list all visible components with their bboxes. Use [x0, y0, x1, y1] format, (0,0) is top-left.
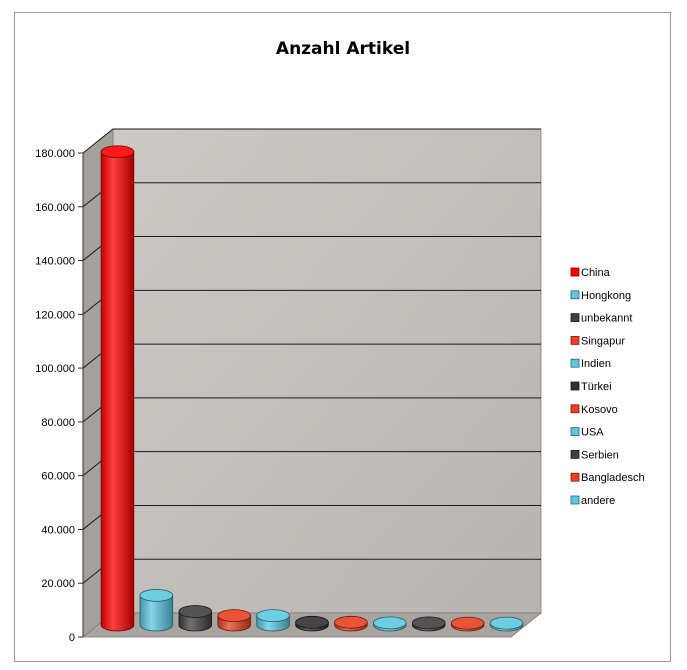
legend-label: Türkei: [581, 381, 612, 393]
legend-item: Serbien: [570, 449, 619, 461]
bar-body: [139, 595, 174, 632]
bar-china: [100, 145, 135, 632]
bar-indien: [256, 609, 290, 632]
chart-walls: [81, 128, 543, 638]
bar-serbien: [411, 616, 446, 632]
bar-bangladesch: [450, 616, 485, 632]
gridline-side: [82, 128, 114, 154]
bar-t-rkei: [295, 615, 329, 632]
bar-andere: [489, 616, 524, 632]
legend-swatch: [570, 381, 580, 391]
bar-unbekannt: [178, 605, 213, 632]
legend-label: Indien: [581, 358, 611, 370]
legend-label: China: [581, 267, 611, 279]
bar-kosovo: [334, 615, 368, 632]
bar-top: [411, 616, 446, 630]
chart-frame: Anzahl Artikel 0 20.000 40.000 60.000 80.000…: [14, 12, 671, 662]
legend-item: unbekannt: [570, 313, 632, 325]
legend-item: Bangladesch: [570, 472, 645, 484]
legend-swatch: [570, 427, 580, 437]
bar-singapur: [217, 609, 251, 632]
legend-label: Bangladesch: [581, 472, 645, 484]
legend-swatch: [570, 313, 580, 323]
legend-swatch: [570, 335, 580, 345]
y-tick-label: 160.000: [35, 202, 75, 214]
bar-body: [100, 151, 135, 632]
legend-item: Kosovo: [570, 404, 618, 416]
legend-swatch: [570, 358, 580, 368]
legend-swatch: [570, 404, 580, 414]
bar-top: [373, 616, 407, 630]
legend-item: China: [570, 267, 611, 279]
bar-top: [295, 615, 329, 629]
chart-legend: China Hongkong unbekannt Singapur Indien Türk…: [570, 267, 645, 507]
legend-item: Singapur: [570, 335, 625, 347]
legend-swatch: [570, 495, 580, 505]
legend-item: andere: [570, 495, 615, 507]
legend-swatch: [570, 290, 580, 300]
legend-item: Hongkong: [570, 290, 631, 302]
legend-label: unbekannt: [581, 313, 632, 325]
legend-item: Türkei: [570, 381, 612, 393]
legend-label: andere: [581, 495, 615, 507]
y-tick-label: 180.000: [35, 148, 75, 160]
bar-top: [178, 605, 213, 618]
bar-top: [334, 615, 368, 629]
bar-top: [217, 609, 251, 622]
legend-swatch: [570, 267, 580, 277]
legend-item: Indien: [570, 358, 611, 370]
legend-swatch: [570, 472, 580, 482]
bar-top: [450, 616, 485, 630]
legend-item: USA: [570, 427, 604, 439]
y-tick-label: 120.000: [35, 309, 75, 321]
y-tick-label: 20.000: [41, 578, 75, 590]
chart-title: Anzahl Artikel: [276, 39, 410, 59]
chart-svg: Anzahl Artikel 0 20.000 40.000 60.000 80.000…: [35, 39, 645, 644]
bar-top: [139, 589, 174, 602]
legend-label: Kosovo: [581, 404, 618, 416]
bar-top: [256, 609, 290, 622]
bar-top: [100, 145, 135, 159]
legend-swatch: [570, 449, 580, 459]
legend-label: Hongkong: [581, 290, 631, 302]
back-wall: [112, 128, 542, 614]
bar-top: [489, 616, 524, 630]
legend-label: Serbien: [581, 449, 619, 461]
y-axis-ticks: 0 20.000 40.000 60.000 80.000 100.000 120.000 1…: [35, 148, 84, 644]
y-tick-label: 60.000: [41, 471, 75, 483]
chart-bars: [100, 145, 524, 632]
y-tick-label: 0: [69, 632, 75, 644]
y-tick-label: 40.000: [41, 524, 75, 536]
legend-label: Singapur: [581, 335, 625, 347]
bar-hongkong: [139, 589, 174, 632]
y-tick-label: 140.000: [35, 256, 75, 268]
bar-usa: [373, 616, 407, 632]
legend-label: USA: [581, 427, 604, 439]
y-tick-label: 80.000: [41, 417, 75, 429]
y-tick-label: 100.000: [35, 363, 75, 375]
